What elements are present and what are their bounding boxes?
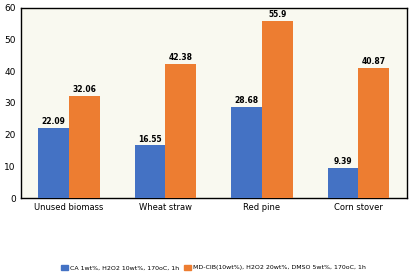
Bar bbox=[69, 96, 100, 198]
Text: 40.87: 40.87 bbox=[362, 57, 386, 67]
Text: 55.9: 55.9 bbox=[268, 10, 286, 19]
Text: 16.55: 16.55 bbox=[138, 134, 162, 144]
Text: 22.09: 22.09 bbox=[42, 117, 65, 126]
Bar bbox=[231, 107, 262, 198]
Bar bbox=[358, 68, 389, 198]
Bar bbox=[328, 168, 358, 198]
Bar bbox=[262, 21, 293, 198]
Text: 28.68: 28.68 bbox=[234, 96, 259, 105]
Text: 9.39: 9.39 bbox=[334, 157, 352, 166]
Bar bbox=[38, 128, 69, 198]
Bar bbox=[134, 145, 166, 198]
Text: 42.38: 42.38 bbox=[169, 53, 193, 62]
Legend: CA 1wt%, H2O2 10wt%, 170oC, 1h, MD-CIB(10wt%), H2O2 20wt%, DMSO 5wt%, 170oC, 1h: CA 1wt%, H2O2 10wt%, 170oC, 1h, MD-CIB(1… bbox=[59, 262, 368, 273]
Bar bbox=[166, 64, 196, 198]
Text: 32.06: 32.06 bbox=[72, 86, 96, 94]
